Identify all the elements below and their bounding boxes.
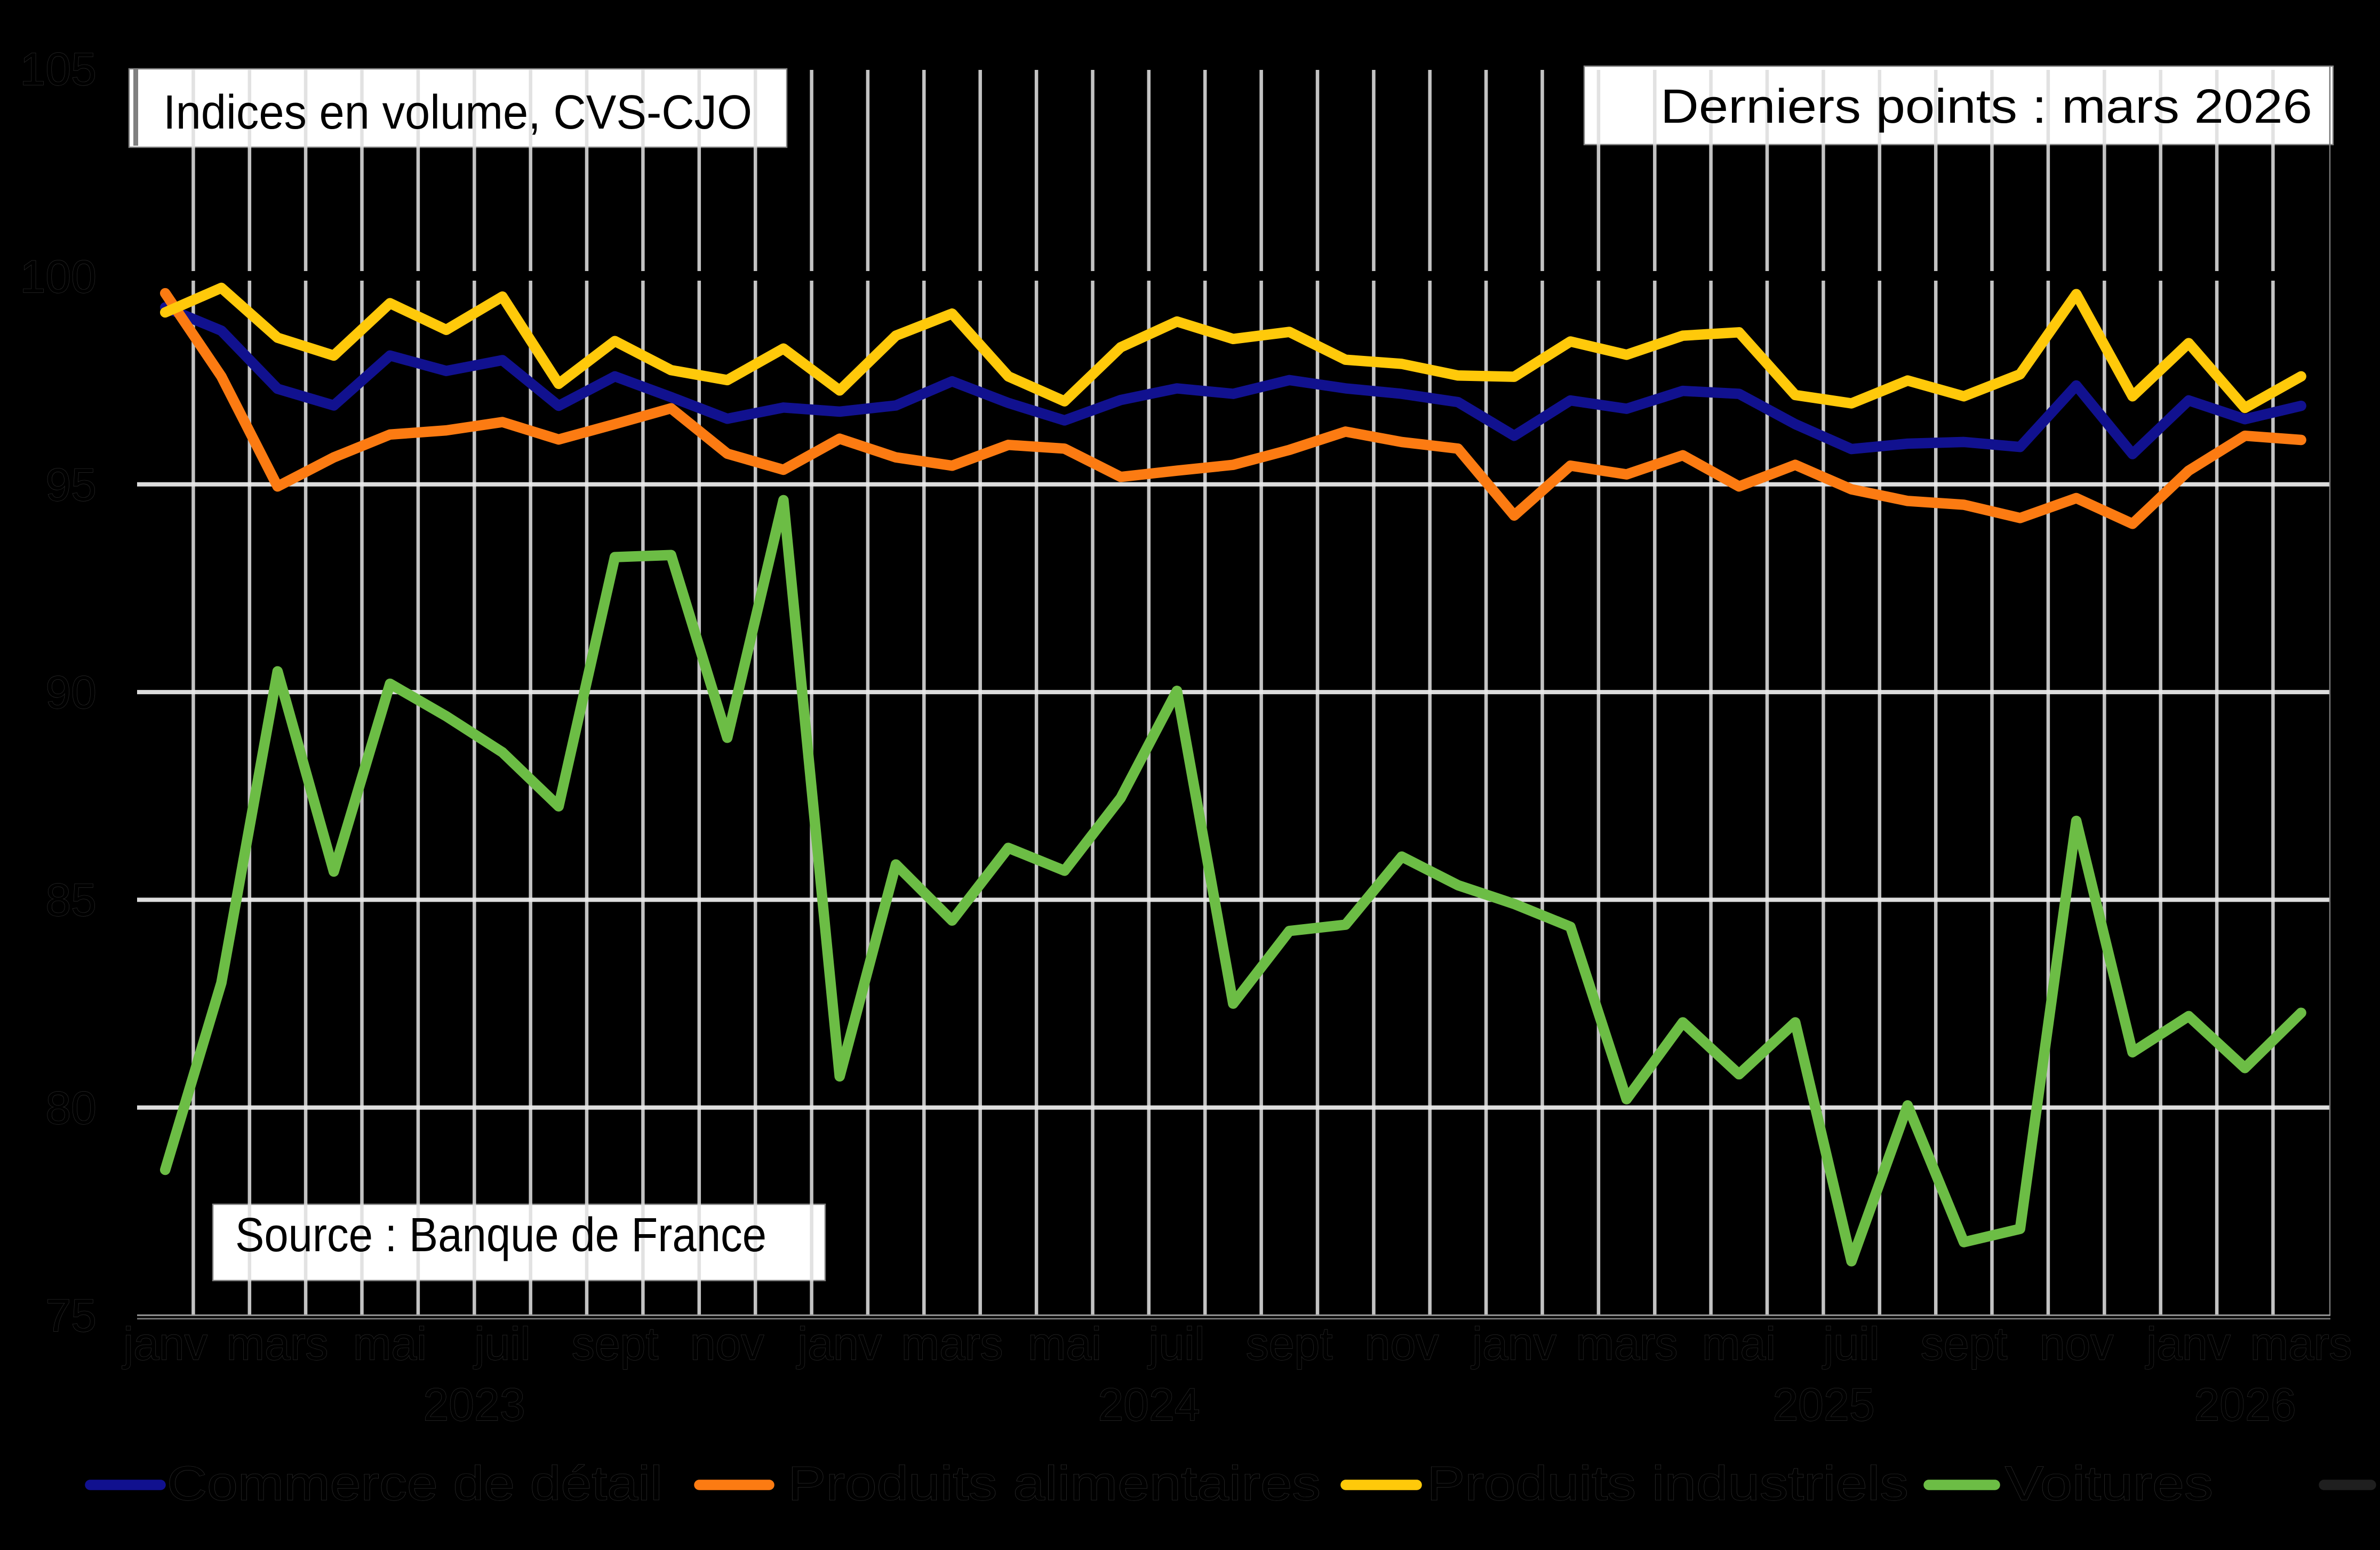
svg-text:mars: mars [226,1318,328,1370]
svg-text:2025: 2025 [1772,1379,1874,1430]
svg-text:Source : Banque de France: Source : Banque de France [235,1209,766,1262]
svg-text:75: 75 [45,1290,97,1341]
svg-text:Produits industriels: Produits industriels [1427,1457,1908,1511]
svg-text:2026: 2026 [2194,1379,2296,1430]
svg-text:juil: juil [1822,1318,1879,1370]
svg-text:90: 90 [45,667,97,718]
svg-text:80: 80 [45,1083,97,1134]
svg-text:janv: janv [122,1318,207,1370]
svg-text:2024: 2024 [1098,1379,1200,1430]
svg-text:mars: mars [2250,1318,2352,1370]
svg-text:sept: sept [572,1318,659,1370]
svg-text:sept: sept [1246,1318,1333,1370]
svg-text:Produits alimentaires: Produits alimentaires [788,1457,1321,1511]
svg-text:janv: janv [1471,1318,1556,1370]
svg-text:mars: mars [901,1318,1003,1370]
svg-text:2023: 2023 [423,1379,525,1430]
svg-text:Derniers points : mars 2026: Derniers points : mars 2026 [1660,80,2312,133]
svg-text:mars: mars [1576,1318,1678,1370]
svg-text:nov: nov [1365,1318,1439,1370]
svg-text:janv: janv [796,1318,882,1370]
svg-text:Indices en volume, CVS-CJO: Indices en volume, CVS-CJO [163,86,752,139]
svg-text:85: 85 [45,875,97,926]
svg-text:Commerce de détail: Commerce de détail [167,1457,662,1511]
svg-text:nov: nov [690,1318,764,1370]
svg-text:105: 105 [20,44,97,95]
svg-text:mai: mai [1028,1318,1102,1370]
svg-text:nov: nov [2040,1318,2114,1370]
svg-text:sept: sept [1921,1318,2008,1370]
svg-text:100: 100 [20,251,97,303]
svg-text:janv: janv [2145,1318,2231,1370]
svg-text:juil: juil [1147,1318,1204,1370]
svg-text:juil: juil [473,1318,530,1370]
svg-text:Voitures: Voitures [2005,1457,2213,1511]
svg-text:mai: mai [1702,1318,1776,1370]
svg-text:95: 95 [45,459,97,511]
svg-text:mai: mai [353,1318,427,1370]
